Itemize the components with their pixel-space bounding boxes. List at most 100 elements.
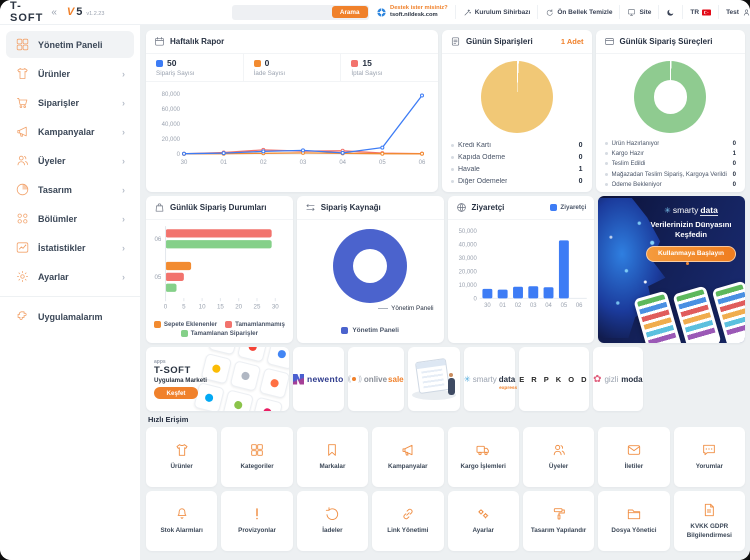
version-label: v1.2.23 xyxy=(86,11,105,17)
sidebar-item-campaigns[interactable]: Kampanyalar › xyxy=(6,118,134,145)
app-market-card[interactable]: apps T-SOFT Uygulama Marketi Keşfet xyxy=(146,347,289,411)
quick-categories[interactable]: Kategoriler xyxy=(221,427,293,487)
svg-text:06: 06 xyxy=(154,236,161,243)
smartydata-promo-banner[interactable]: ✳ smarty data Verilerinizin Dünyasını Keş… xyxy=(598,196,745,343)
partner-newento[interactable]: newento xyxy=(293,347,344,411)
svg-text:05: 05 xyxy=(379,160,386,166)
sidebar-item-statistics[interactable]: İstatistikler › xyxy=(6,234,134,261)
sidebar-item-orders[interactable]: Siparişler › xyxy=(6,89,134,116)
quick-design-config[interactable]: Tasarım Yapılandır xyxy=(522,491,595,551)
smartydata-flower-icon: ✳ xyxy=(664,206,671,215)
stat-row: Ödeme Bekleniyor 0 xyxy=(604,180,736,190)
sidebar-item-members[interactable]: Üyeler › xyxy=(6,147,134,174)
svg-text:06: 06 xyxy=(575,303,582,309)
quick-messages[interactable]: İletiler xyxy=(598,427,670,487)
sidebar-item-design[interactable]: Tasarım › xyxy=(6,176,134,203)
site-button[interactable]: Site xyxy=(619,5,658,19)
svg-text:04: 04 xyxy=(545,303,552,309)
rotate-icon xyxy=(324,506,340,522)
puzzle-icon xyxy=(15,309,30,324)
dark-mode-toggle[interactable] xyxy=(658,5,682,19)
document-illustration xyxy=(408,357,460,401)
sidebar-divider xyxy=(0,296,140,297)
users-icon xyxy=(15,153,30,168)
sections-icon xyxy=(15,211,30,226)
sidebar-item-my-apps[interactable]: Uygulamalarım xyxy=(6,303,134,330)
card-title: Günlük Sipariş Durumları xyxy=(170,203,267,212)
partner-erpkod[interactable]: E R P K O D xyxy=(519,347,590,411)
language-selector[interactable]: TR xyxy=(682,5,718,19)
tshirt-icon xyxy=(174,442,190,458)
chevron-right-icon: › xyxy=(122,97,125,108)
legend-swatch xyxy=(153,321,161,329)
quick-provisions[interactable]: Provizyonlar xyxy=(221,491,293,551)
legend-swatch xyxy=(156,59,163,67)
quick-members[interactable]: Üyeler xyxy=(522,427,595,487)
quick-brands[interactable]: Markalar xyxy=(296,427,369,487)
smartydata-logo: ✳ smarty data xyxy=(664,205,718,216)
quick-stock-alarms[interactable]: Stok Alarmları xyxy=(146,491,218,551)
megaphone-icon xyxy=(400,442,416,458)
paint-roller-icon xyxy=(551,506,567,522)
card-title: Haftalık Rapor xyxy=(170,37,225,46)
svg-text:30: 30 xyxy=(181,160,188,166)
user-menu[interactable]: Test xyxy=(718,5,750,19)
order-source-card: Sipariş Kaynağı Yönetim Paneli Yönetim P… xyxy=(296,196,444,343)
support-link[interactable]: Destek ister misiniz? tsoft.nildesk.com xyxy=(369,5,455,19)
clear-cache-button[interactable]: Ön Bellek Temizle xyxy=(537,5,619,19)
quick-campaigns[interactable]: Kampanyalar xyxy=(372,427,444,487)
quick-shipping[interactable]: Kargo İşlemleri xyxy=(447,427,519,487)
tshirt-icon xyxy=(15,66,30,81)
bullet-icon xyxy=(451,167,454,171)
quick-kvkk-gdpr[interactable]: KVKK GDPR Bilgilendirmesi xyxy=(673,491,745,551)
sidebar-item-sections[interactable]: Bölümler › xyxy=(6,205,134,232)
search-input[interactable] xyxy=(238,7,331,17)
order-count-badge: 1 Adet xyxy=(560,37,584,46)
quick-file-manager[interactable]: Dosya Yönetici xyxy=(598,491,670,551)
svg-text:50,000: 50,000 xyxy=(458,229,477,235)
svg-text:20: 20 xyxy=(235,303,242,310)
partner-gizlimoda[interactable]: ✿ gizli moda xyxy=(593,347,643,411)
header-menu: Destek ister misiniz? tsoft.nildesk.com … xyxy=(369,5,750,20)
link-icon xyxy=(400,506,416,522)
quick-returns[interactable]: İadeler xyxy=(296,491,369,551)
legend-swatch xyxy=(351,59,359,67)
sidebar-item-dashboard[interactable]: Yönetim Paneli xyxy=(6,31,134,58)
card-title: Ziyaretçi xyxy=(471,203,505,212)
svg-text:40,000: 40,000 xyxy=(458,242,477,248)
search-button[interactable]: Arama xyxy=(331,6,368,18)
promo-cta-button[interactable]: Kullanmaya Başlayın xyxy=(646,245,736,262)
setup-wizard-button[interactable]: Kurulum Sihirbazı xyxy=(454,5,538,19)
legend-swatch xyxy=(341,327,349,334)
bookmark-icon xyxy=(324,442,340,458)
users-icon xyxy=(551,442,567,458)
quick-products[interactable]: Ürünler xyxy=(146,427,218,487)
stat-row: Teslim Edildi 0 xyxy=(604,159,736,169)
svg-text:03: 03 xyxy=(300,160,307,166)
bullet-icon xyxy=(604,172,608,176)
svg-text:20,000: 20,000 xyxy=(458,269,477,275)
quick-link-management[interactable]: Link Yönetimi xyxy=(372,491,444,551)
moon-icon xyxy=(666,8,675,17)
partner-illustration-card[interactable] xyxy=(407,347,460,411)
partner-onlivesale[interactable]: (()) onlive sale xyxy=(347,347,404,411)
bullet-icon xyxy=(604,183,608,187)
sidebar-item-products[interactable]: Ürünler › xyxy=(6,60,134,87)
source-legend: Yönetim Paneli xyxy=(297,327,444,343)
explore-button[interactable]: Keşfet xyxy=(154,387,198,399)
globe-icon xyxy=(456,202,467,213)
sidebar-collapse-icon[interactable]: « xyxy=(51,6,57,18)
main-content: Haftalık Rapor 50 Sipariş Sayısı 0 İade … xyxy=(141,25,750,560)
folder-icon xyxy=(626,506,642,522)
sidebar-item-settings[interactable]: Ayarlar › xyxy=(6,263,134,290)
svg-text:02: 02 xyxy=(514,303,521,309)
tsoft-logo: T-SOFT xyxy=(10,0,44,24)
partner-smartydata[interactable]: ✳ smarty data express xyxy=(463,347,517,411)
bullet-icon xyxy=(604,162,608,166)
quick-settings[interactable]: Ayarlar xyxy=(447,491,519,551)
order-status-card: Günlük Sipariş Durumları 06 05 0 5 10 15 20 25 3… xyxy=(146,196,293,343)
svg-text:06: 06 xyxy=(419,160,426,166)
quick-comments[interactable]: Yorumlar xyxy=(673,427,745,487)
bullet-icon xyxy=(604,152,608,156)
